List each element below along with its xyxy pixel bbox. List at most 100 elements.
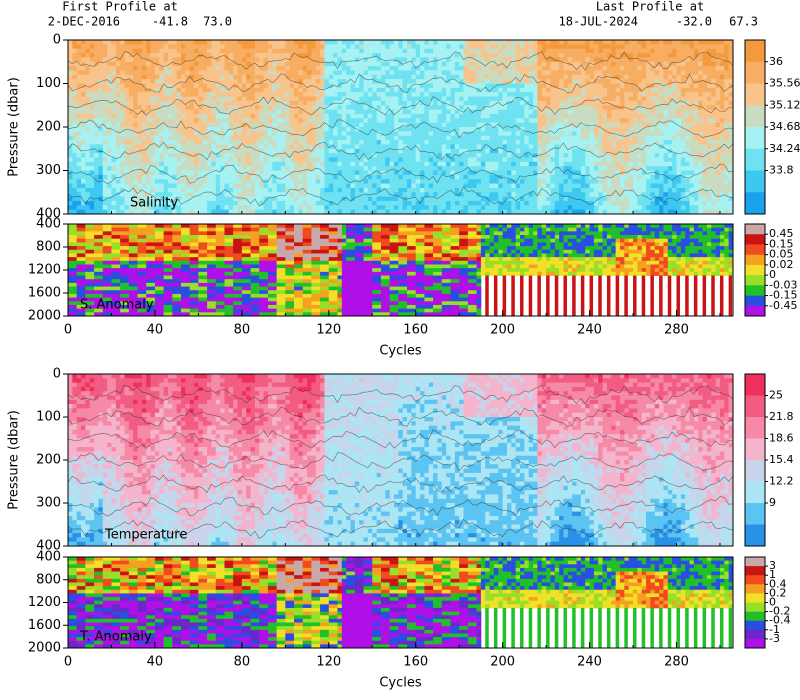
field-cell <box>133 153 138 158</box>
field-cell <box>585 75 590 80</box>
field-cell <box>125 157 130 162</box>
field-cell <box>298 101 303 106</box>
field-cell <box>111 62 116 67</box>
field-cell <box>468 62 473 67</box>
field-cell <box>307 75 312 80</box>
field-cell <box>216 205 221 210</box>
field-cell <box>203 79 208 84</box>
field-cell <box>233 136 238 141</box>
field-cell <box>529 197 534 202</box>
field-cell <box>520 62 525 67</box>
field-cell <box>146 157 151 162</box>
field-cell <box>424 201 429 206</box>
field-cell <box>459 105 464 110</box>
field-cell <box>138 79 143 84</box>
field-cell <box>459 140 464 145</box>
field-cell <box>520 118 525 123</box>
field-cell <box>542 144 547 149</box>
field-cell <box>311 53 316 58</box>
field-cell <box>181 162 186 167</box>
field-cell <box>72 131 77 136</box>
field-cell <box>537 140 542 145</box>
field-cell <box>125 97 130 102</box>
field-cell <box>98 184 103 189</box>
field-cell <box>503 153 508 158</box>
field-cell <box>546 66 551 71</box>
field-cell <box>255 110 260 115</box>
field-cell <box>485 153 490 158</box>
field-cell <box>177 44 182 49</box>
field-cell <box>559 84 564 89</box>
field-cell <box>333 140 338 145</box>
field-cell <box>72 157 77 162</box>
field-cell <box>233 44 238 49</box>
field-cell <box>481 140 486 145</box>
field-cell <box>342 192 347 197</box>
field-cell <box>494 40 499 45</box>
field-cell <box>242 57 247 62</box>
field-cell <box>290 92 295 97</box>
field-cell <box>316 131 321 136</box>
field-cell <box>125 162 130 167</box>
field-cell <box>72 192 77 197</box>
field-cell <box>446 197 451 202</box>
field-cell <box>129 79 134 84</box>
field-cell <box>303 44 308 49</box>
field-cell <box>259 114 264 119</box>
field-cell <box>377 144 382 149</box>
field-cell <box>446 88 451 93</box>
field-cell <box>107 88 112 93</box>
field-cell <box>194 97 199 102</box>
field-cell <box>372 70 377 75</box>
field-cell <box>503 118 508 123</box>
field-cell <box>355 62 360 67</box>
field-cell <box>394 97 399 102</box>
field-cell <box>298 92 303 97</box>
field-cell <box>529 201 534 206</box>
field-cell <box>211 188 216 193</box>
field-cell <box>516 101 521 106</box>
field-cell <box>598 184 603 189</box>
field-cell <box>568 179 573 184</box>
field-cell <box>94 192 99 197</box>
field-cell <box>603 197 608 202</box>
field-cell <box>411 192 416 197</box>
field-cell <box>159 184 164 189</box>
field-cell <box>246 188 251 193</box>
field-cell <box>90 88 95 93</box>
field-cell <box>168 66 173 71</box>
field-cell <box>594 149 599 154</box>
field-cell <box>563 84 568 89</box>
field-cell <box>372 123 377 128</box>
field-cell <box>290 66 295 71</box>
field-cell <box>224 153 229 158</box>
field-cell <box>416 118 421 123</box>
field-cell <box>172 140 177 145</box>
field-cell <box>103 88 108 93</box>
field-cell <box>94 66 99 71</box>
field-cell <box>359 114 364 119</box>
field-cell <box>220 175 225 180</box>
field-cell <box>524 153 529 158</box>
field-cell <box>133 66 138 71</box>
field-cell <box>98 92 103 97</box>
field-cell <box>224 40 229 45</box>
field-cell <box>507 136 512 141</box>
field-cell <box>468 114 473 119</box>
field-cell <box>94 110 99 115</box>
field-cell <box>320 184 325 189</box>
field-cell <box>337 192 342 197</box>
field-cell <box>355 136 360 141</box>
field-cell <box>507 114 512 119</box>
field-cell <box>559 157 564 162</box>
field-cell <box>207 205 212 210</box>
field-cell <box>342 114 347 119</box>
field-cell <box>420 136 425 141</box>
field-cell <box>103 175 108 180</box>
field-cell <box>333 49 338 54</box>
field-cell <box>603 157 608 162</box>
field-cell <box>264 110 269 115</box>
field-cell <box>385 157 390 162</box>
field-cell <box>120 70 125 75</box>
field-cell <box>542 75 547 80</box>
